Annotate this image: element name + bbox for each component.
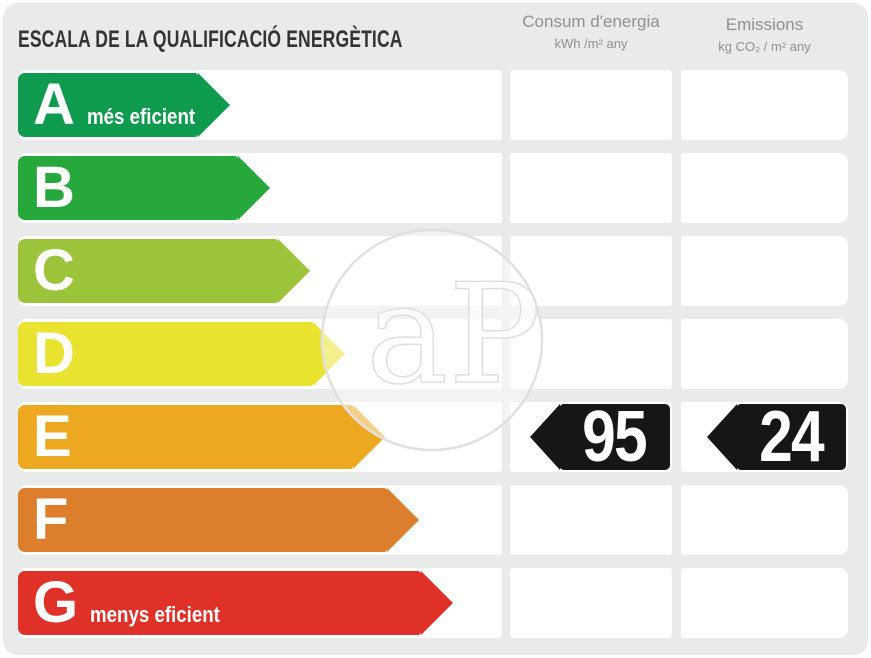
bar-track: B (18, 153, 502, 223)
emissions-header-unit: kg CO₂ / m² any (718, 39, 811, 54)
bar-arrow-tip (278, 239, 310, 303)
emissions-value: 24 (759, 397, 825, 477)
rating-letter: D (33, 321, 75, 386)
bar-track: G menys eficient (18, 568, 502, 638)
consum-cell (510, 70, 672, 140)
consum-value: 95 (582, 397, 649, 477)
rating-bar-d: D (18, 322, 313, 386)
consum-header-unit: kWh /m² any (554, 36, 628, 51)
emissions-value-badge: 24 (736, 397, 846, 477)
value-arrow-tip-icon (707, 404, 737, 470)
rating-letter: C (33, 238, 75, 303)
consum-cell (510, 153, 672, 223)
emissions-cell (681, 153, 848, 223)
bar-track: D (18, 319, 502, 389)
consum-value-arrow: 95 (530, 397, 670, 477)
rating-bar-g: G menys eficient (18, 571, 421, 635)
consum-cell (510, 236, 672, 306)
rating-row-c: C (0, 236, 871, 306)
rating-bar-a: A més eficient (18, 73, 198, 137)
rating-row-b: B (0, 153, 871, 223)
rating-letter: G (33, 570, 79, 635)
rating-row-g: G menys eficient (0, 568, 871, 638)
consum-cell (510, 319, 672, 389)
emissions-cell (681, 70, 848, 140)
bar-track: E (18, 402, 502, 472)
rating-label: menys eficient (90, 602, 221, 627)
emissions-header-title: Emissions (725, 15, 804, 34)
bar-arrow-tip (238, 156, 270, 220)
consum-cell (510, 568, 672, 638)
rating-row-a: A més eficient (0, 70, 871, 140)
rating-letter: B (33, 155, 75, 220)
rating-bar-c: C (18, 239, 278, 303)
rating-label: més eficient (86, 104, 195, 129)
emissions-cell (681, 319, 848, 389)
emissions-cell (681, 236, 848, 306)
bar-arrow-tip (198, 73, 230, 137)
rating-row-d: D (0, 319, 871, 389)
bar-arrow-tip (421, 571, 453, 635)
emissions-cell (681, 485, 848, 555)
rating-bar-f: F (18, 488, 387, 552)
rating-letter: F (33, 487, 69, 552)
emissions-value-arrow: 24 (707, 397, 846, 477)
bar-track: C (18, 236, 502, 306)
consum-cell (510, 485, 672, 555)
bar-arrow-tip (353, 405, 385, 469)
page-title: ESCALA DE LA QUALIFICACIÓ ENERGÈTICA (18, 26, 403, 53)
bar-track: F (18, 485, 502, 555)
value-arrow-tip-icon (530, 404, 560, 470)
consum-column-header: Consum d'energia kWh /m² any (510, 12, 672, 51)
rating-bar-b: B (18, 156, 238, 220)
rating-letter: A (33, 72, 75, 137)
emissions-cell (681, 568, 848, 638)
consum-cell: 95 (510, 397, 672, 477)
rating-bar-e: E (18, 405, 353, 469)
bar-arrow-tip (313, 322, 345, 386)
rating-letter: E (33, 404, 72, 469)
bar-arrow-tip (387, 488, 419, 552)
bar-track: A més eficient (18, 70, 502, 140)
rating-row-e: E 95 24 (0, 397, 871, 477)
emissions-column-header: Emissions kg CO₂ / m² any (681, 15, 848, 54)
consum-header-title: Consum d'energia (522, 12, 660, 31)
emissions-cell: 24 (681, 397, 848, 477)
consum-value-badge: 95 (559, 397, 670, 477)
rating-row-f: F (0, 485, 871, 555)
